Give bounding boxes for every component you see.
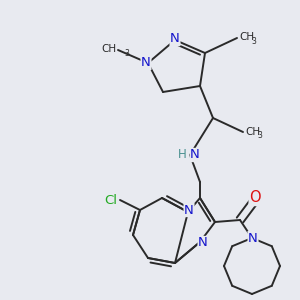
Text: CH: CH	[101, 44, 116, 54]
Text: 3: 3	[251, 37, 256, 46]
Text: CH: CH	[245, 127, 260, 137]
Text: N: N	[184, 203, 194, 217]
Text: 3: 3	[124, 49, 129, 58]
Text: N: N	[141, 56, 151, 70]
Text: N: N	[198, 236, 208, 250]
Text: N: N	[190, 148, 200, 161]
Text: N: N	[248, 232, 258, 244]
Text: O: O	[249, 190, 261, 206]
Text: CH: CH	[239, 32, 254, 42]
Text: Cl: Cl	[104, 194, 117, 206]
Text: 3: 3	[257, 131, 262, 140]
Text: H: H	[178, 148, 186, 161]
Text: N: N	[170, 32, 180, 46]
